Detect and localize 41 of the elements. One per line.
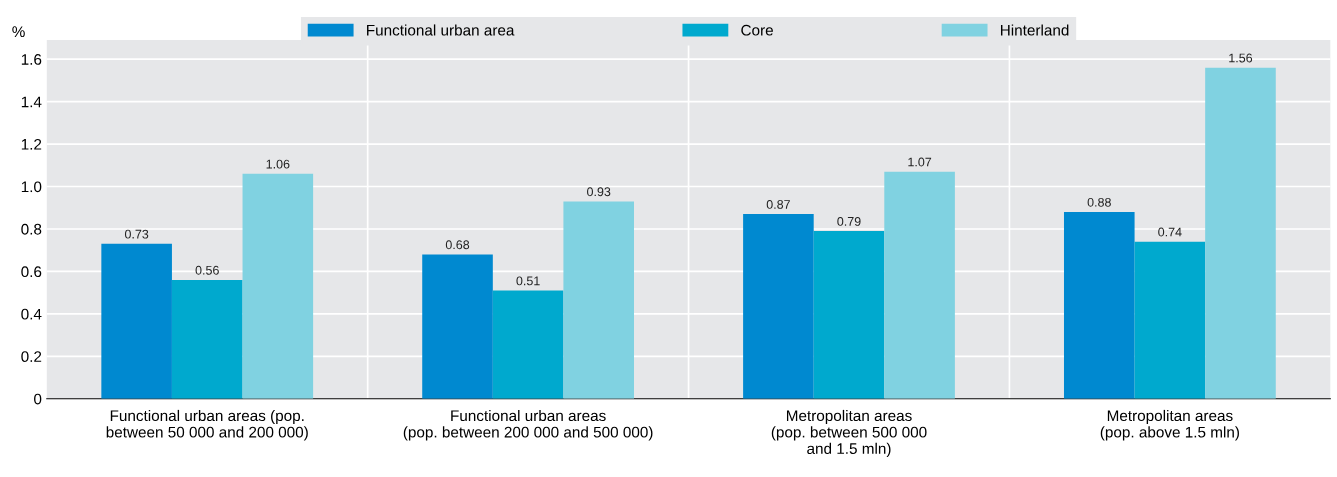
bar <box>813 231 885 399</box>
y-tick-label: 0.8 <box>21 223 42 235</box>
y-tick-label: 0.2 <box>21 351 42 363</box>
y-tick-label: 0 <box>34 393 42 405</box>
bar <box>101 243 172 399</box>
legend-label: Hinterland <box>1001 24 1069 36</box>
data-label: 1.07 <box>908 157 932 167</box>
bar <box>492 290 564 399</box>
legend-label: Core <box>741 24 773 36</box>
data-label: 0.93 <box>587 187 611 197</box>
x-tick-label: Metropolitan areas (pop. between 500 000 and 1.5 mln) <box>771 409 927 458</box>
data-label: 0.74 <box>1158 227 1182 237</box>
x-tick-label: Functional urban areas (pop. between 200 000 and 500 000) <box>403 409 653 441</box>
data-label: 1.06 <box>266 159 290 169</box>
bar <box>422 254 493 399</box>
y-tick-label: 0.4 <box>21 308 42 320</box>
y-tick-label: 1.2 <box>21 138 42 150</box>
data-label: 0.79 <box>837 216 861 226</box>
data-label: 0.87 <box>766 200 790 209</box>
data-label: 0.88 <box>1087 197 1111 207</box>
bar <box>563 201 635 399</box>
data-label: 0.73 <box>124 229 149 239</box>
x-tick-label: Functional urban areas (pop. between 50 000 and 200 000) <box>106 409 308 441</box>
y-axis-title: % <box>12 26 25 37</box>
bar <box>743 214 814 399</box>
data-label: 0.51 <box>516 276 540 286</box>
y-tick-label: 1.6 <box>21 54 42 65</box>
bar <box>884 171 955 399</box>
y-tick-label: 0.6 <box>21 266 42 278</box>
data-label: 1.56 <box>1229 53 1253 63</box>
bar <box>242 173 314 399</box>
data-label: 0.68 <box>445 240 470 250</box>
data-label: 0.56 <box>195 265 219 275</box>
y-tick-label: 1.0 <box>21 181 42 193</box>
legend-label: Functional urban area <box>367 24 515 36</box>
x-tick-label: Metropolitan areas (pop. above 1.5 mln) <box>1100 409 1239 441</box>
bar <box>1063 211 1135 399</box>
bar <box>1205 67 1276 399</box>
bar <box>1134 241 1206 399</box>
y-tick-label: 1.4 <box>21 96 42 108</box>
bar <box>171 279 243 399</box>
